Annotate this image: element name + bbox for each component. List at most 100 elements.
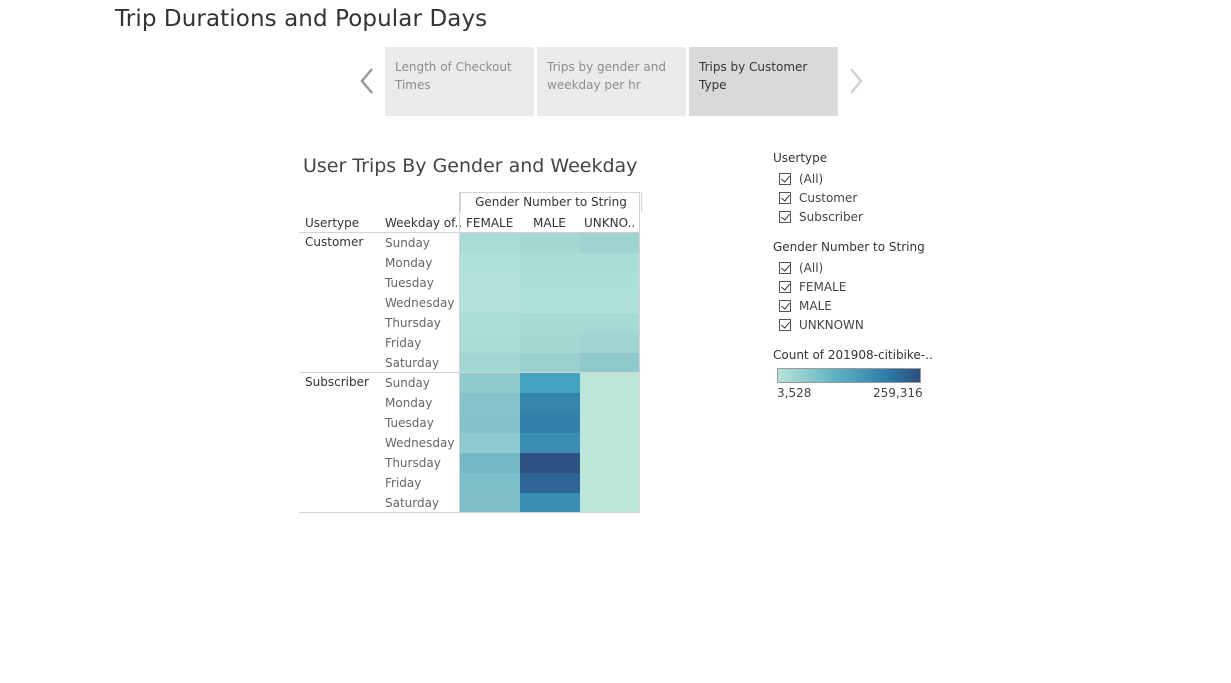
heatmap-cell[interactable] — [460, 313, 520, 333]
weekday-row-header[interactable]: Thursday — [385, 456, 441, 470]
next-arrow-icon[interactable] — [846, 62, 866, 100]
checkbox-checked-icon[interactable] — [779, 281, 791, 293]
column-divider — [639, 192, 640, 513]
heatmap-cell[interactable] — [520, 473, 580, 493]
heatmap-cell[interactable] — [460, 353, 520, 373]
weekday-row-header[interactable]: Sunday — [385, 376, 430, 390]
heatmap-cell[interactable] — [580, 233, 640, 253]
heatmap-cell[interactable] — [520, 233, 580, 253]
heatmap-cell[interactable] — [580, 473, 640, 493]
checkbox-checked-icon[interactable] — [779, 262, 791, 274]
color-legend-max: 259,316 — [873, 386, 923, 400]
heatmap-cell[interactable] — [520, 293, 580, 313]
usertype-filter-title: Usertype — [773, 151, 828, 165]
heatmap-cell[interactable] — [580, 313, 640, 333]
previous-arrow-icon[interactable] — [357, 62, 377, 100]
story-point-label: Trips by gender and weekday per hr — [547, 60, 666, 92]
filter-option-label: UNKNOWN — [799, 318, 864, 332]
weekday-row-header[interactable]: Saturday — [385, 356, 440, 370]
gender-filter-title: Gender Number to String — [773, 240, 925, 254]
gender-option-female[interactable]: FEMALE — [779, 278, 846, 296]
weekday-row-header[interactable]: Sunday — [385, 236, 430, 250]
story-point-1[interactable]: Length of Checkout Times — [385, 47, 534, 116]
gender-option-male[interactable]: MALE — [779, 297, 832, 315]
gender-option-all[interactable]: (All) — [779, 259, 823, 277]
usertype-option-subscriber[interactable]: Subscriber — [779, 208, 863, 226]
filter-option-label: Customer — [799, 191, 858, 205]
checkbox-checked-icon[interactable] — [779, 211, 791, 223]
heatmap-cell[interactable] — [580, 253, 640, 273]
heatmap-cell[interactable] — [460, 333, 520, 353]
heatmap-cell[interactable] — [580, 413, 640, 433]
weekday-row-header[interactable]: Tuesday — [385, 276, 434, 290]
usertype-row-header[interactable]: Customer — [305, 235, 364, 249]
checkbox-checked-icon[interactable] — [779, 192, 791, 204]
heatmap-cell[interactable] — [460, 433, 520, 453]
column-divider — [459, 192, 460, 513]
weekday-row-header[interactable]: Tuesday — [385, 416, 434, 430]
column-header-male[interactable]: MALE — [533, 216, 566, 230]
weekday-row-header[interactable]: Monday — [385, 256, 433, 270]
heatmap-cell[interactable] — [460, 233, 520, 253]
filter-option-label: Subscriber — [799, 210, 863, 224]
heatmap-cell[interactable] — [460, 273, 520, 293]
heatmap-cell[interactable] — [460, 493, 520, 513]
row-header-usertype[interactable]: Usertype — [305, 216, 360, 230]
heatmap-cell[interactable] — [580, 433, 640, 453]
usertype-row-header[interactable]: Subscriber — [305, 375, 369, 389]
heatmap-cell[interactable] — [520, 333, 580, 353]
column-field-header[interactable]: Gender Number to String — [460, 192, 642, 212]
heatmap-cell[interactable] — [460, 393, 520, 413]
checkbox-checked-icon[interactable] — [779, 319, 791, 331]
weekday-row-header[interactable]: Friday — [385, 336, 422, 350]
filter-option-label: FEMALE — [799, 280, 847, 294]
heatmap-cell[interactable] — [580, 273, 640, 293]
weekday-row-header[interactable]: Saturday — [385, 496, 440, 510]
heatmap-cell[interactable] — [460, 473, 520, 493]
heatmap-cell[interactable] — [580, 393, 640, 413]
heatmap-cell[interactable] — [520, 393, 580, 413]
heatmap-cell[interactable] — [520, 373, 580, 393]
story-point-label: Trips by Customer Type — [699, 60, 808, 92]
row-divider — [299, 232, 640, 233]
heatmap-cell[interactable] — [460, 373, 520, 393]
heatmap-cell[interactable] — [460, 413, 520, 433]
gender-option-unknown[interactable]: UNKNOWN — [779, 316, 864, 334]
row-header-weekday[interactable]: Weekday of.. — [385, 216, 463, 230]
heatmap-cell[interactable] — [520, 253, 580, 273]
heatmap-cell[interactable] — [460, 293, 520, 313]
column-header-female[interactable]: FEMALE — [466, 216, 514, 230]
row-divider — [299, 372, 640, 373]
story-point-3[interactable]: Trips by Customer Type — [689, 47, 838, 116]
color-legend-title: Count of 201908-citibike-.. — [773, 348, 933, 362]
story-title: Trip Durations and Popular Days — [115, 6, 488, 32]
weekday-row-header[interactable]: Monday — [385, 396, 433, 410]
heatmap-cell[interactable] — [580, 493, 640, 513]
heatmap-cell[interactable] — [520, 273, 580, 293]
weekday-row-header[interactable]: Wednesday — [385, 436, 455, 450]
weekday-row-header[interactable]: Wednesday — [385, 296, 455, 310]
weekday-row-header[interactable]: Thursday — [385, 316, 441, 330]
heatmap-cell[interactable] — [460, 253, 520, 273]
heatmap-cell[interactable] — [520, 433, 580, 453]
heatmap-cell[interactable] — [580, 293, 640, 313]
checkbox-checked-icon[interactable] — [779, 300, 791, 312]
heatmap-cell[interactable] — [580, 353, 640, 373]
heatmap-cell[interactable] — [580, 333, 640, 353]
story-point-2[interactable]: Trips by gender and weekday per hr — [537, 47, 686, 116]
heatmap-cell[interactable] — [520, 493, 580, 513]
color-ramp — [777, 368, 921, 383]
heatmap-cell[interactable] — [580, 453, 640, 473]
weekday-row-header[interactable]: Friday — [385, 476, 422, 490]
checkbox-checked-icon[interactable] — [779, 173, 791, 185]
heatmap-cell[interactable] — [460, 453, 520, 473]
heatmap-cell[interactable] — [520, 353, 580, 373]
heatmap-cell[interactable] — [520, 313, 580, 333]
heatmap-cell[interactable] — [520, 453, 580, 473]
heatmap-cell[interactable] — [580, 373, 640, 393]
usertype-option-all[interactable]: (All) — [779, 170, 823, 188]
heatmap-cell[interactable] — [520, 413, 580, 433]
row-divider — [299, 512, 640, 513]
column-header-unknown[interactable]: UNKNO.. — [584, 216, 636, 230]
usertype-option-customer[interactable]: Customer — [779, 189, 857, 207]
